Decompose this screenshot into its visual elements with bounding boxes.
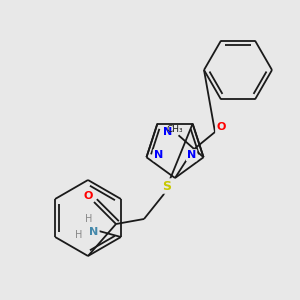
Text: O: O: [83, 191, 93, 201]
Text: S: S: [163, 179, 172, 193]
Text: H: H: [85, 214, 93, 224]
Text: H: H: [75, 230, 82, 240]
Text: N: N: [187, 150, 196, 160]
Text: N: N: [163, 127, 172, 137]
Text: N: N: [154, 150, 163, 160]
Text: N: N: [89, 227, 98, 237]
Text: CH₃: CH₃: [166, 125, 183, 134]
Text: O: O: [216, 122, 226, 132]
